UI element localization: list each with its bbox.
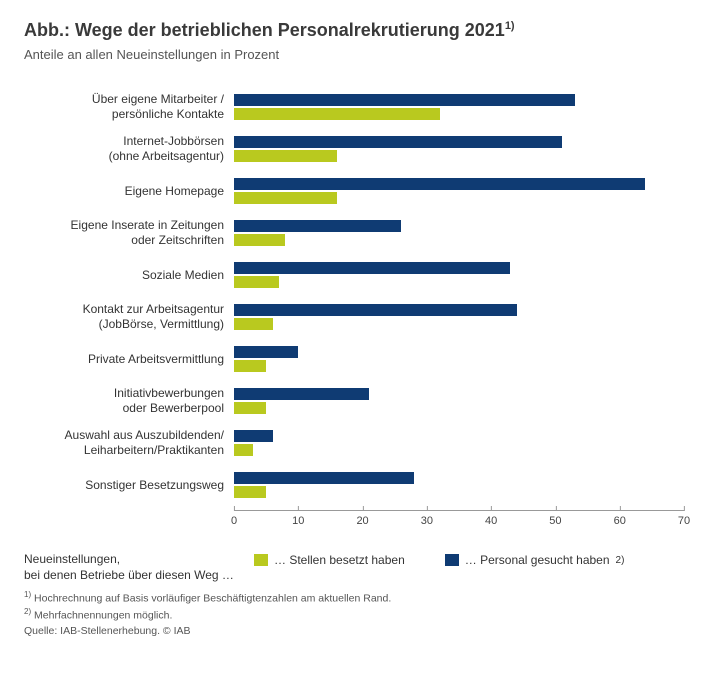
bar-row <box>234 254 684 296</box>
bar-searched <box>234 94 575 106</box>
bar-searched <box>234 430 273 442</box>
bar-row <box>234 86 684 128</box>
title-text: Abb.: Wege der betrieblichen Personalrek… <box>24 20 505 40</box>
bar-row <box>234 212 684 254</box>
bar-row <box>234 296 684 338</box>
bar-filled <box>234 108 440 120</box>
category-label: Über eigene Mitarbeiter /persönliche Kon… <box>24 92 234 122</box>
source-line: Quelle: IAB-Stellenerhebung. © IAB <box>24 624 684 639</box>
x-tick: 20 <box>356 511 368 527</box>
x-tick: 70 <box>678 511 690 527</box>
legend-swatch <box>445 554 459 566</box>
bar-filled <box>234 192 337 204</box>
legend-label: … Stellen besetzt haben <box>274 553 405 567</box>
chart-subtitle: Anteile an allen Neueinstellungen in Pro… <box>24 47 684 62</box>
bar-searched <box>234 220 401 232</box>
category-label: Internet-Jobbörsen(ohne Arbeitsagentur) <box>24 134 234 164</box>
footnote-1-text: Hochrechnung auf Basis vorläufiger Besch… <box>31 593 391 605</box>
bar-filled <box>234 486 266 498</box>
legend-items: … Stellen besetzt haben … Personal gesuch… <box>254 553 684 567</box>
bar-filled <box>234 402 266 414</box>
category-label: Eigene Homepage <box>24 184 234 199</box>
bar-row <box>234 128 684 170</box>
bar-searched <box>234 136 562 148</box>
footnote-2-text: Mehrfachnennungen möglich. <box>31 610 172 622</box>
category-label: Auswahl aus Auszubildenden/Leiharbeitern… <box>24 428 234 458</box>
bar-searched <box>234 388 369 400</box>
category-label: Soziale Medien <box>24 268 234 283</box>
legend-label-sup: 2) <box>616 555 625 566</box>
x-tick: 50 <box>549 511 561 527</box>
bar-searched <box>234 262 510 274</box>
bar-row <box>234 464 684 506</box>
bars-rows <box>234 86 684 506</box>
bar-searched <box>234 304 517 316</box>
footnotes: 1) Hochrechnung auf Basis vorläufiger Be… <box>24 589 684 638</box>
bar-filled <box>234 318 273 330</box>
bar-row <box>234 338 684 380</box>
legend-label: … Personal gesucht haben <box>465 553 610 567</box>
bar-filled <box>234 234 285 246</box>
x-tick: 10 <box>292 511 304 527</box>
legend: Neueinstellungen, bei denen Betriebe übe… <box>24 552 684 567</box>
bar-row <box>234 422 684 464</box>
x-tick: 0 <box>231 511 237 527</box>
chart-title: Abb.: Wege der betrieblichen Personalrek… <box>24 20 684 41</box>
bar-filled <box>234 276 279 288</box>
legend-intro-line1: Neueinstellungen, <box>24 552 120 566</box>
title-sup: 1) <box>505 20 515 32</box>
footnote-2: 2) Mehrfachnennungen möglich. <box>24 606 684 623</box>
chart-area: Über eigene Mitarbeiter /persönliche Kon… <box>24 86 684 534</box>
legend-intro-line2: bei denen Betriebe über diesen Weg … <box>24 568 234 582</box>
footnote-1: 1) Hochrechnung auf Basis vorläufiger Be… <box>24 589 684 606</box>
category-label: Initiativbewerbungenoder Bewerberpool <box>24 386 234 416</box>
x-axis: 010203040506070 <box>234 510 684 534</box>
bar-row <box>234 170 684 212</box>
bar-searched <box>234 178 645 190</box>
category-label: Sonstiger Besetzungsweg <box>24 478 234 493</box>
legend-item: … Personal gesucht haben 2) <box>445 553 625 567</box>
x-tick: 30 <box>421 511 433 527</box>
x-tick: 60 <box>614 511 626 527</box>
category-label: Eigene Inserate in Zeitungenoder Zeitsch… <box>24 218 234 248</box>
bar-filled <box>234 360 266 372</box>
bar-filled <box>234 150 337 162</box>
category-label: Private Arbeitsvermittlung <box>24 352 234 367</box>
bar-filled <box>234 444 253 456</box>
legend-swatch <box>254 554 268 566</box>
category-label: Kontakt zur Arbeitsagentur(JobBörse, Ver… <box>24 302 234 332</box>
category-labels-column: Über eigene Mitarbeiter /persönliche Kon… <box>24 86 234 534</box>
bars-column: 010203040506070 <box>234 86 684 534</box>
x-tick: 40 <box>485 511 497 527</box>
bar-row <box>234 380 684 422</box>
bar-searched <box>234 472 414 484</box>
bar-searched <box>234 346 298 358</box>
legend-item: … Stellen besetzt haben <box>254 553 405 567</box>
